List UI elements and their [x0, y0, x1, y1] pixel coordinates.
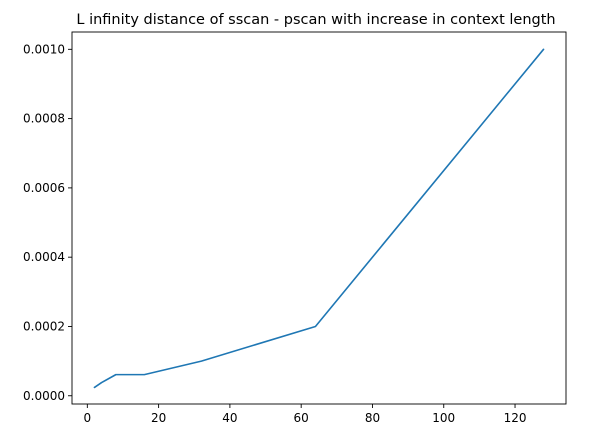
y-tick-label: 0.0008	[23, 112, 65, 126]
y-tick-label: 0.0010	[23, 42, 65, 56]
plot-area: 0 20 40 60 80 100 120 0.0000 0.0002 0.0004 0.0006 0…	[23, 31, 567, 425]
x-tick-label: 80	[365, 411, 380, 425]
x-tick-label: 40	[222, 411, 237, 425]
x-tick-label: 120	[504, 411, 527, 425]
x-tick-label: 60	[294, 411, 309, 425]
chart-title: L infinity distance of sscan - pscan wit…	[76, 12, 555, 28]
y-tick-label: 0.0000	[23, 389, 65, 403]
plot-frame	[71, 31, 567, 405]
x-tick-label: 20	[151, 411, 166, 425]
y-tick-label: 0.0004	[23, 250, 65, 264]
series-line-1	[93, 48, 545, 389]
x-tick-label: 0	[84, 411, 92, 425]
x-tick-label: 100	[432, 411, 455, 425]
y-tick-label: 0.0006	[23, 181, 65, 195]
y-tick-label: 0.0002	[23, 319, 65, 333]
